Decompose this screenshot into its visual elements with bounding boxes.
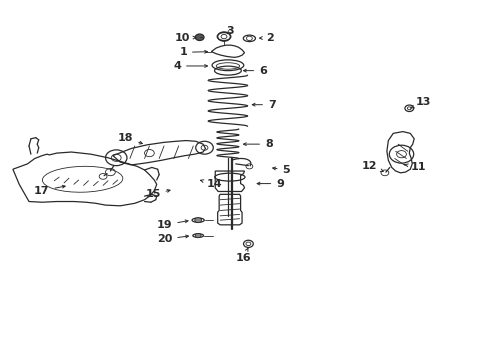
Text: 10: 10 xyxy=(174,33,196,43)
Circle shape xyxy=(195,34,203,41)
Text: 19: 19 xyxy=(156,220,188,230)
Circle shape xyxy=(195,233,201,238)
Text: 3: 3 xyxy=(225,26,233,36)
Text: 4: 4 xyxy=(173,61,207,71)
Text: 15: 15 xyxy=(145,189,170,199)
Text: 1: 1 xyxy=(179,47,207,57)
Text: 7: 7 xyxy=(252,100,275,110)
Text: 9: 9 xyxy=(257,179,284,189)
Text: 12: 12 xyxy=(361,161,383,172)
Text: 20: 20 xyxy=(157,234,188,244)
Text: 18: 18 xyxy=(118,133,142,144)
Text: 2: 2 xyxy=(259,33,274,42)
Text: 6: 6 xyxy=(243,66,266,76)
Text: 14: 14 xyxy=(200,179,222,189)
Text: 16: 16 xyxy=(235,248,250,263)
Circle shape xyxy=(194,218,201,223)
Text: 8: 8 xyxy=(243,139,272,149)
Text: 17: 17 xyxy=(34,185,65,196)
Text: 11: 11 xyxy=(404,162,425,172)
Text: 5: 5 xyxy=(272,165,289,175)
Text: 13: 13 xyxy=(410,97,430,108)
